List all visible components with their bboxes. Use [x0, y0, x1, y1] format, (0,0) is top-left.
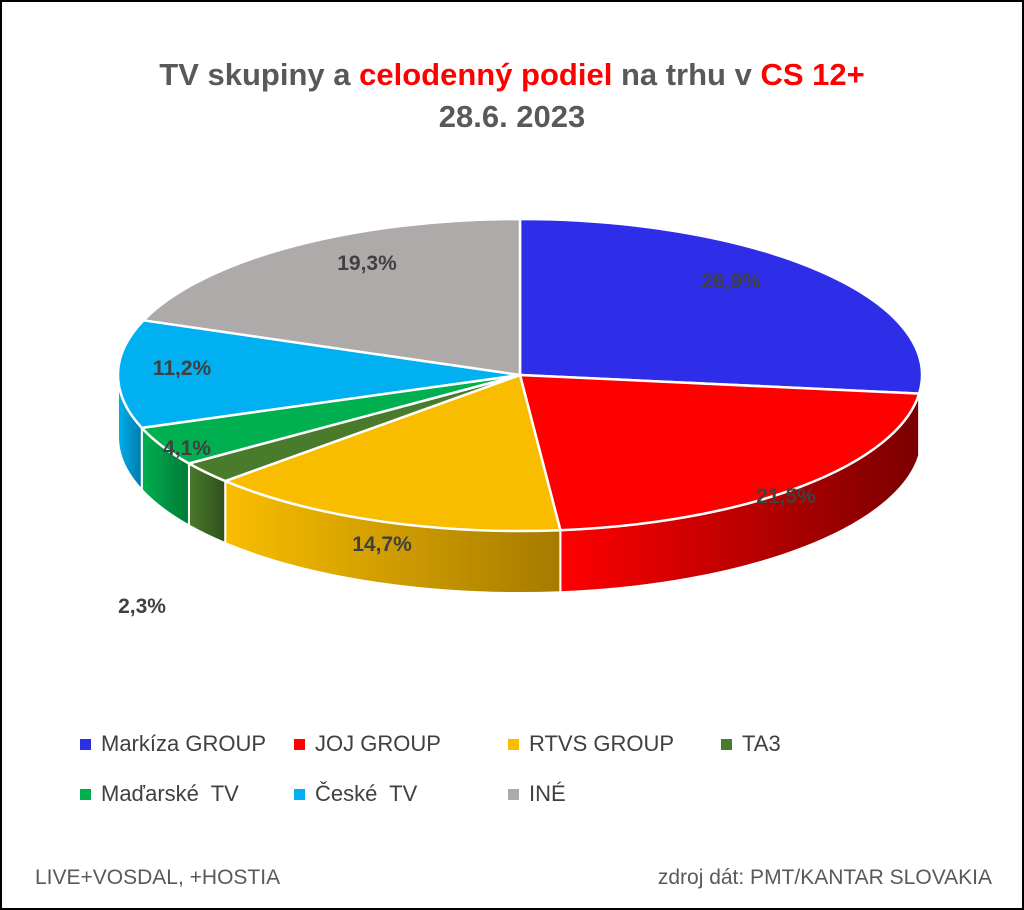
footer-note: LIVE+VOSDAL, +HOSTIA	[35, 866, 281, 889]
pie-slice-0	[518, 217, 924, 395]
data-label-1: 21,5%	[756, 485, 816, 508]
data-label-0: 26,9%	[701, 270, 761, 293]
data-label-4: 4,1%	[163, 437, 211, 460]
title-part-2: celodenný podiel	[359, 57, 613, 92]
footer-source: zdroj dát: PMT/KANTAR SLOVAKIA	[657, 866, 992, 889]
pie-slice-6	[142, 217, 522, 377]
title-date: 28.6. 2023	[438, 99, 586, 134]
pie-slice-1	[518, 373, 921, 532]
data-label-2: 14,7%	[352, 533, 412, 556]
data-label-5: 11,2%	[153, 357, 212, 380]
pie-slice-5	[116, 319, 522, 430]
pie-slice-2	[223, 373, 562, 533]
data-label-3: 2,3%	[118, 595, 166, 618]
chart-title: TV skupiny a celodenný podiel na trhu v …	[2, 54, 1022, 138]
data-label-6: 19,3%	[337, 252, 397, 275]
title-part-1: TV skupiny a	[159, 57, 360, 92]
title-part-3: na trhu v	[612, 57, 761, 92]
pie-data-labels: 26,9% 21,5% 14,7% 2,3% 4,1% 11,2% 19,3%	[118, 252, 816, 618]
pie-slices	[116, 217, 924, 533]
title-part-4: CS 12+	[760, 57, 865, 92]
